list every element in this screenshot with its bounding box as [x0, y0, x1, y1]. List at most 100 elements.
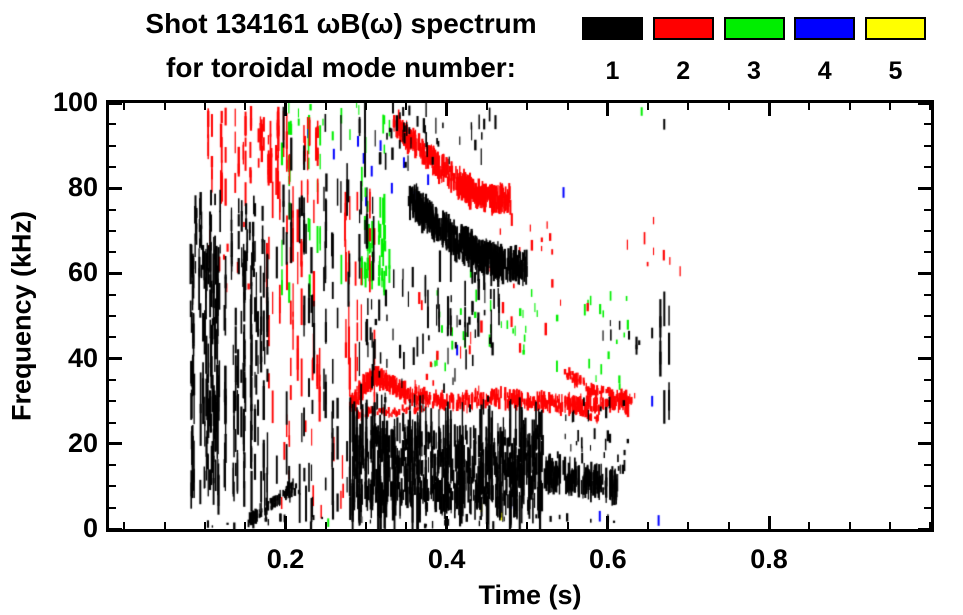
x-axis-label: Time (s): [478, 580, 582, 610]
y-tick: [109, 485, 116, 488]
x-tick: [647, 103, 650, 110]
y-tick: [109, 421, 116, 424]
x-tick: [888, 103, 891, 110]
x-tick: [647, 522, 650, 529]
y-tick: [109, 208, 116, 211]
y-tick: [924, 378, 931, 381]
x-tick: [485, 522, 488, 529]
page-title: Shot 134161 ωB(ω) spectrum: [145, 8, 537, 39]
y-tick: [109, 144, 116, 147]
x-tick-label-0.8: 0.8: [750, 544, 788, 574]
x-tick: [324, 103, 327, 110]
y-tick: [924, 336, 931, 339]
x-tick: [808, 522, 811, 529]
x-tick: [606, 516, 610, 529]
y-tick: [924, 464, 931, 467]
y-tick: [109, 527, 122, 531]
legend-swatch-mode-1: [582, 17, 643, 40]
x-tick: [324, 522, 327, 529]
x-tick: [888, 522, 891, 529]
x-tick: [203, 103, 206, 110]
y-tick: [109, 442, 122, 446]
x-tick: [929, 522, 932, 529]
x-tick: [526, 103, 529, 110]
y-tick: [924, 293, 931, 296]
y-tick: [109, 336, 116, 339]
y-tick: [109, 293, 116, 296]
y-tick: [109, 464, 116, 467]
y-tick: [924, 123, 931, 126]
y-tick: [109, 400, 116, 403]
spectrogram-canvas: [109, 103, 931, 529]
x-tick: [606, 103, 610, 116]
y-tick: [109, 378, 116, 381]
y-tick: [109, 165, 116, 168]
y-tick: [918, 527, 931, 531]
y-tick: [924, 144, 931, 147]
x-tick: [123, 522, 126, 529]
plot-frame: [106, 100, 934, 532]
x-tick: [526, 522, 529, 529]
x-tick-label-0.2: 0.2: [266, 544, 305, 574]
x-tick: [163, 522, 166, 529]
x-tick: [445, 103, 449, 116]
y-tick: [918, 357, 931, 361]
y-tick: [109, 186, 122, 190]
x-tick: [123, 103, 126, 110]
legend-label-mode-4: 4: [817, 57, 832, 85]
x-tick: [848, 103, 851, 110]
x-tick: [283, 516, 287, 529]
x-tick: [767, 516, 771, 529]
legend-label-mode-5: 5: [888, 57, 903, 85]
y-tick: [109, 271, 122, 275]
y-tick: [918, 186, 931, 190]
y-tick: [109, 315, 116, 317]
x-tick: [365, 522, 368, 529]
x-tick: [445, 516, 449, 529]
x-tick: [244, 103, 247, 110]
y-tick: [924, 315, 931, 317]
x-tick: [244, 522, 247, 529]
x-tick: [283, 103, 287, 116]
y-tick: [109, 506, 116, 509]
y-tick-label-40: 40: [67, 342, 98, 373]
x-tick: [727, 103, 730, 110]
legend-swatch-mode-5: [865, 17, 926, 40]
y-tick: [924, 421, 931, 424]
y-tick: [924, 251, 931, 254]
legend-swatch-mode-2: [652, 17, 714, 40]
y-tick-label-60: 60: [67, 257, 98, 288]
x-tick: [203, 522, 206, 529]
y-tick: [918, 442, 931, 446]
legend-label-mode-1: 1: [605, 57, 620, 85]
x-tick: [566, 522, 569, 529]
x-tick: [848, 522, 851, 529]
y-tick-label-100: 100: [52, 87, 98, 117]
y-tick: [918, 271, 931, 275]
y-tick: [109, 229, 116, 232]
page-subtitle: for toroidal mode number:: [166, 52, 516, 83]
x-tick: [405, 103, 408, 110]
x-tick: [566, 103, 569, 110]
y-tick: [109, 101, 122, 105]
x-tick: [163, 103, 166, 110]
y-tick: [924, 400, 931, 403]
y-tick-label-80: 80: [67, 172, 98, 203]
x-tick: [808, 103, 811, 110]
x-tick: [687, 522, 690, 529]
legend-swatch-mode-3: [723, 17, 785, 40]
x-tick-label-0.4: 0.4: [427, 544, 466, 574]
y-tick: [109, 123, 116, 126]
x-tick: [485, 103, 488, 110]
x-tick: [405, 522, 408, 529]
y-tick: [924, 208, 931, 211]
y-tick-label-0: 0: [82, 513, 98, 543]
y-tick: [109, 251, 116, 254]
x-tick: [767, 103, 771, 116]
y-tick-label-20: 20: [67, 427, 98, 458]
legend-label-mode-2: 2: [676, 57, 691, 85]
x-tick: [929, 103, 932, 110]
x-tick: [365, 103, 368, 110]
y-tick: [924, 506, 931, 509]
